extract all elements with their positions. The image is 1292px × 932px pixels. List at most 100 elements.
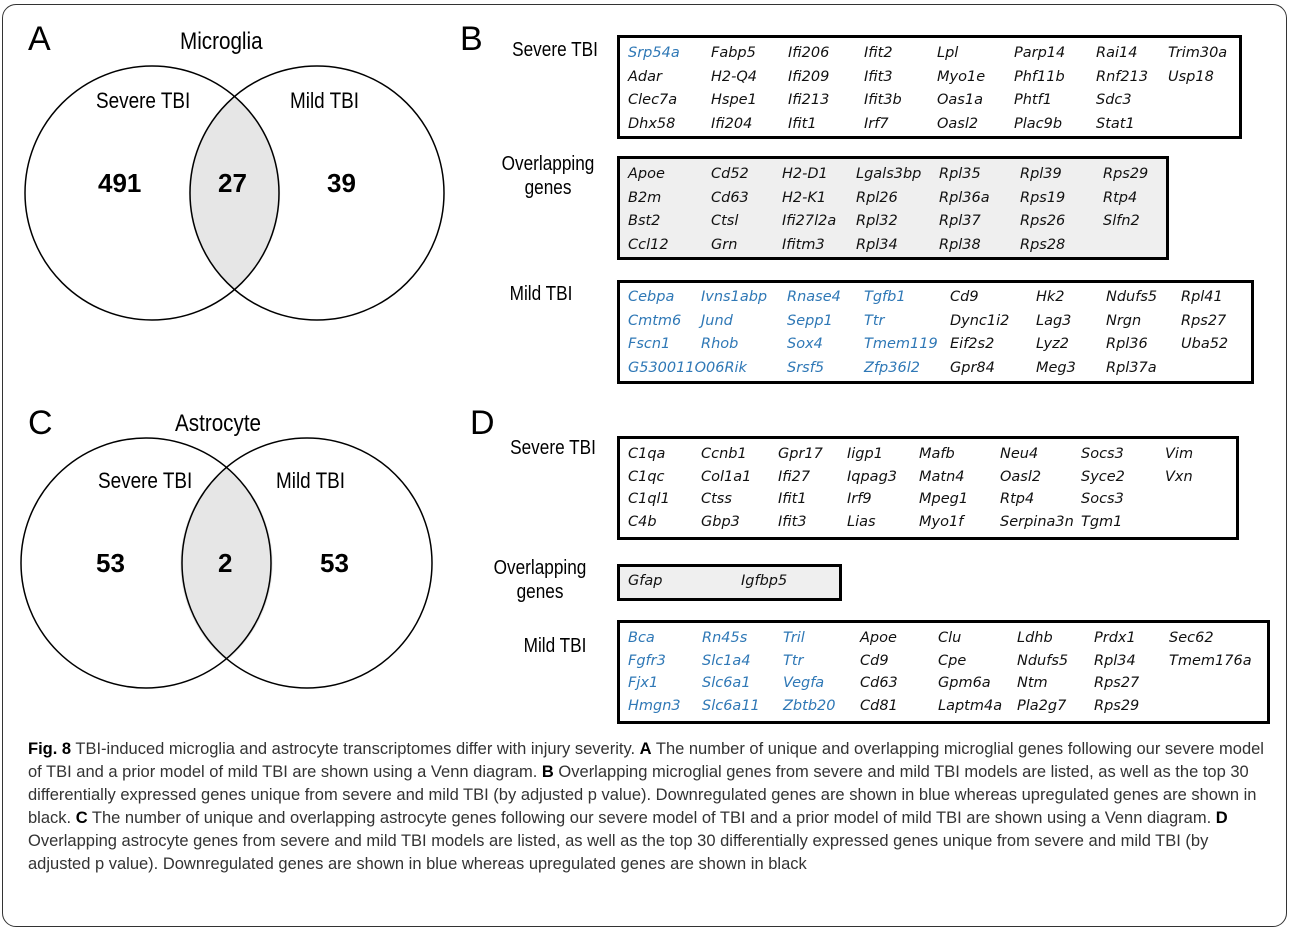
gene-label: Socs3 xyxy=(1081,446,1124,462)
figure-frame xyxy=(2,4,1287,927)
panel-b-mild-label: Mild TBI xyxy=(509,283,573,305)
gene-label: Mafb xyxy=(919,446,955,462)
gene-label: Ndufs5 xyxy=(1017,652,1069,669)
gene-label: Stat1 xyxy=(1096,115,1135,132)
gene-label: Bca xyxy=(628,630,655,646)
gene-label: Ifi27 xyxy=(778,468,811,485)
gene-label: Apoe xyxy=(860,630,897,646)
gene-label: Syce2 xyxy=(1081,468,1125,485)
caption-text-5: Overlapping astrocyte genes from severe … xyxy=(28,832,1209,873)
panel-b-overlap-box xyxy=(617,156,1169,260)
panel-b-mild-box xyxy=(617,280,1254,384)
gene-label: Ifi209 xyxy=(788,68,830,85)
gene-label: Slc1a4 xyxy=(702,652,751,669)
gene-label: Prdx1 xyxy=(1094,630,1136,646)
gene-label: B2m xyxy=(628,189,662,206)
gene-label: Rhob xyxy=(701,336,739,352)
panel-c-title: Astrocyte xyxy=(175,410,262,437)
gene-label: Iigp1 xyxy=(847,446,883,462)
gene-label: Zfp36l2 xyxy=(864,359,920,376)
gene-label: Ntm xyxy=(1017,675,1048,691)
gene-label: C1ql1 xyxy=(628,491,670,507)
gene-label: Clu xyxy=(938,630,962,646)
gene-label: Vxn xyxy=(1165,468,1193,485)
gene-label: Cd9 xyxy=(950,289,979,305)
gene-label: Gpm6a xyxy=(938,675,991,691)
panel-a-mild-label: Mild TBI xyxy=(290,88,360,113)
gene-label: Rpl38 xyxy=(939,236,981,253)
gene-label: Rps26 xyxy=(1020,213,1066,229)
gene-label: Laptm4a xyxy=(938,697,1003,714)
gene-label: Grn xyxy=(711,236,738,253)
gene-label: Rpl39 xyxy=(1020,166,1062,182)
caption-text-1: TBI-induced microglia and astrocyte tran… xyxy=(71,740,640,758)
gene-label: Cd81 xyxy=(860,697,898,714)
panel-d-overlap-label: Overlapping genes xyxy=(493,557,587,603)
gene-label: Ifit3b xyxy=(864,92,902,108)
gene-label: Rps29 xyxy=(1103,166,1149,182)
gene-label: Nrgn xyxy=(1106,312,1142,329)
gene-label: Meg3 xyxy=(1036,359,1076,376)
gene-label: Fgfr3 xyxy=(628,652,666,669)
gene-label: Trim30a xyxy=(1168,45,1228,61)
gene-label: Ifitm3 xyxy=(782,236,825,253)
panel-a-severe-count: 491 xyxy=(98,168,142,198)
gene-label: Ldhb xyxy=(1017,630,1053,646)
gene-label: Rpl26 xyxy=(856,189,898,206)
gene-label: Rpl36 xyxy=(1106,336,1148,352)
caption-ref-a: A xyxy=(639,740,652,758)
gene-label: Gbp3 xyxy=(701,513,740,530)
gene-label: Cebpa xyxy=(628,289,675,305)
gene-label: Serpina3n xyxy=(1000,513,1074,530)
gene-label: Rai14 xyxy=(1096,45,1138,61)
caption-text-3: Overlapping microglial genes from severe… xyxy=(28,763,1257,827)
gene-label: Oasl2 xyxy=(1000,468,1042,485)
gene-label: Igfbp5 xyxy=(741,573,788,589)
gene-label: Ifi27l2a xyxy=(782,213,837,229)
caption-text-2: The number of unique and overlapping mic… xyxy=(28,740,1264,781)
gene-label: Ttr xyxy=(783,652,804,669)
gene-label: Bst2 xyxy=(628,213,661,229)
panel-d-severe-box xyxy=(617,436,1239,540)
gene-label: Lpl xyxy=(937,45,959,61)
gene-label: Cpe xyxy=(938,652,967,669)
gene-label: Tmem119 xyxy=(864,336,938,352)
gene-label: C1qc xyxy=(628,468,665,485)
panel-c-severe-circle xyxy=(20,437,272,689)
gene-label: Adar xyxy=(628,68,662,85)
gene-label: Gfap xyxy=(628,573,663,589)
gene-label: Apoe xyxy=(628,166,665,182)
gene-label: Phf11b xyxy=(1014,68,1065,85)
gene-label: Tgm1 xyxy=(1081,513,1123,530)
caption-ref-b: B xyxy=(541,763,554,781)
caption-ref-d: D xyxy=(1215,809,1228,827)
gene-label: Slc6a11 xyxy=(702,697,760,714)
gene-label: Oas1a xyxy=(937,92,983,108)
panel-c-mild-count: 53 xyxy=(320,548,349,578)
gene-label: Rps19 xyxy=(1020,189,1066,206)
gene-label: Dhx58 xyxy=(628,115,676,132)
gene-label: Cmtm6 xyxy=(628,312,682,329)
gene-label: Rps28 xyxy=(1020,236,1066,253)
gene-label: Cd52 xyxy=(711,166,749,182)
gene-label: Rn45s xyxy=(702,630,748,646)
gene-label: Pla2g7 xyxy=(1017,697,1067,714)
panel-d-overlap-box xyxy=(617,564,842,601)
gene-label: Plac9b xyxy=(1014,115,1063,132)
gene-label: Mpeg1 xyxy=(919,491,969,507)
gene-label: Rpl34 xyxy=(856,236,898,253)
gene-label: Rpl32 xyxy=(856,213,898,229)
gene-label: Ifit1 xyxy=(778,491,807,507)
gene-label: Cd63 xyxy=(711,189,749,206)
gene-label: Sdc3 xyxy=(1096,92,1132,108)
gene-label: Col1a1 xyxy=(701,468,752,485)
gene-label: C4b xyxy=(628,513,657,530)
gene-label: Rpl34 xyxy=(1094,652,1136,669)
gene-label: Gpr17 xyxy=(778,446,823,462)
gene-label: Rpl35 xyxy=(939,166,981,182)
gene-label: Lag3 xyxy=(1036,312,1072,329)
gene-label: Ifit3 xyxy=(778,513,807,530)
gene-label: Usp18 xyxy=(1168,68,1214,85)
gene-label: Cd9 xyxy=(860,652,889,669)
